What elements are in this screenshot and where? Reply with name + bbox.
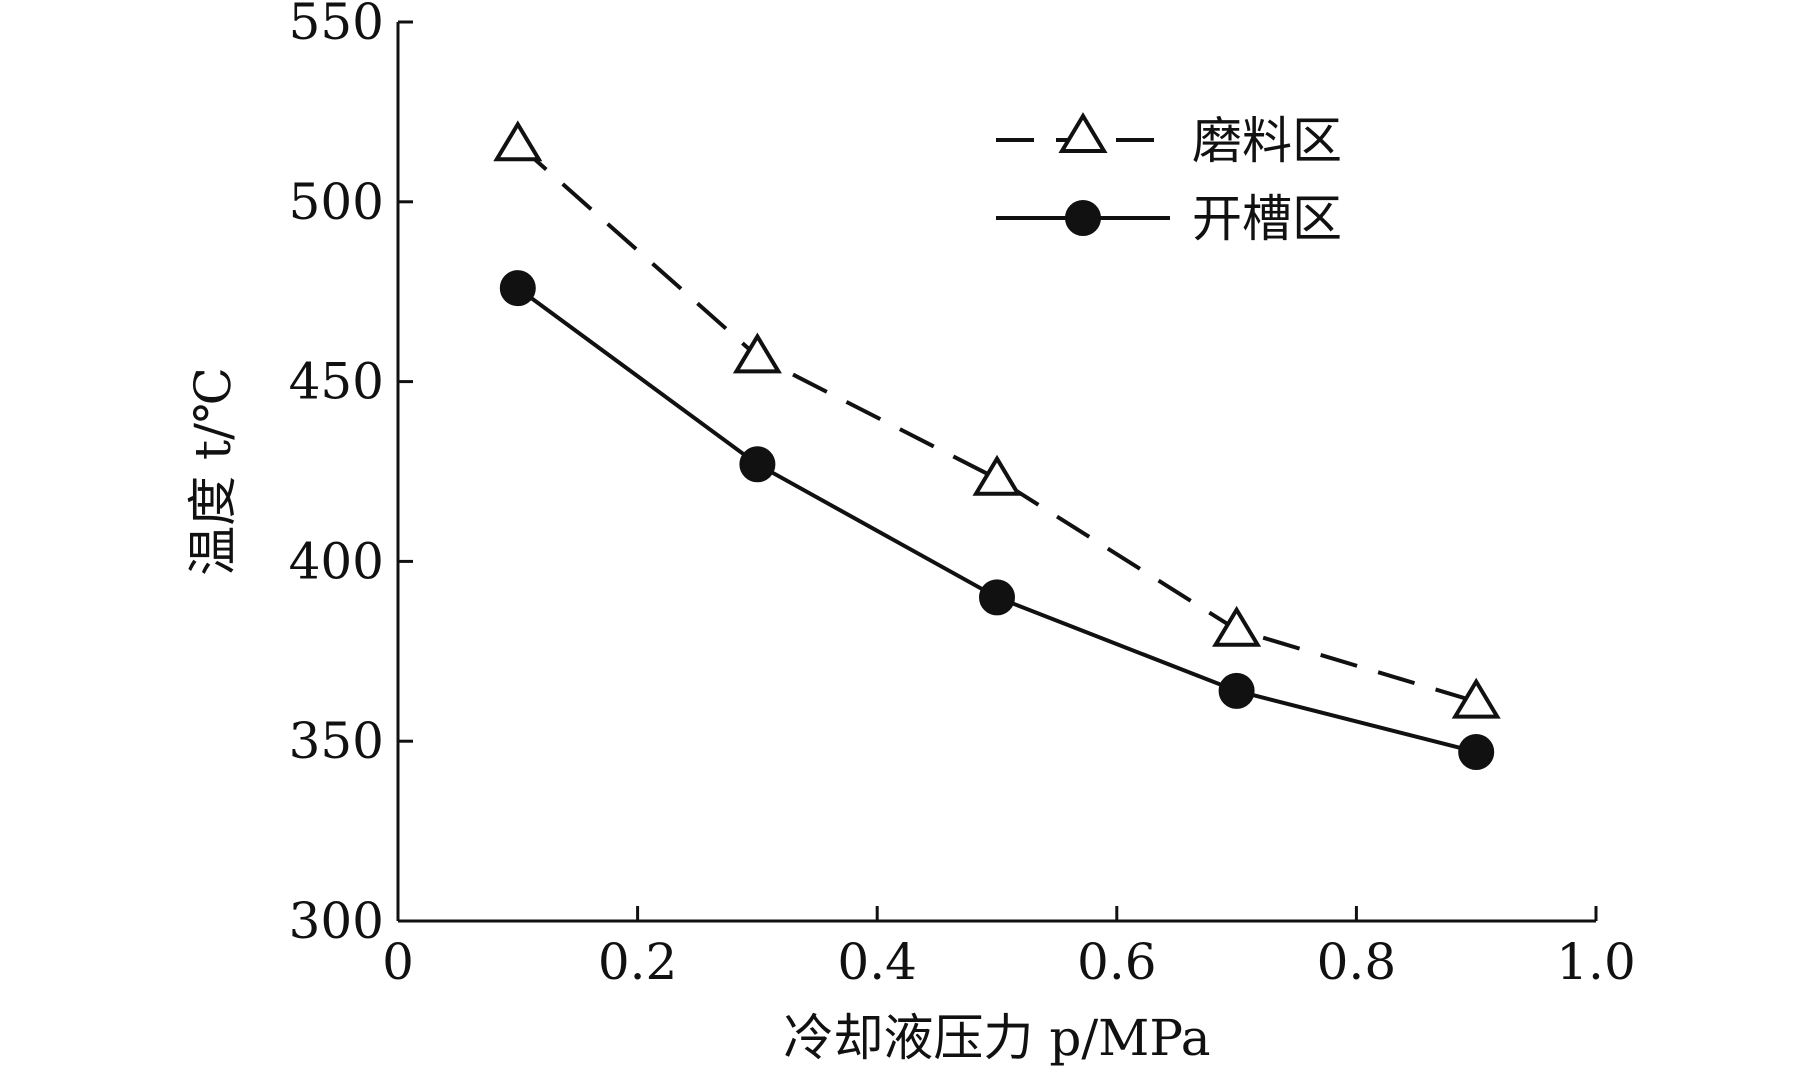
- y-tick-label: 300: [289, 892, 384, 950]
- series-line-2: [516, 286, 1477, 754]
- series-2-point: [499, 270, 536, 307]
- y-tick-label: 400: [289, 532, 384, 590]
- axes: 300 350 400 450 500 550 0 0.2 0.4 0.6 0.8 1.0: [289, 0, 1636, 991]
- series-2-point: [979, 579, 1015, 616]
- y-axis-title: 温度 t/℃: [184, 367, 242, 576]
- x-tick-label: 0.8: [1317, 933, 1397, 991]
- x-tick-label: 0.4: [837, 933, 917, 991]
- series-2-point: [1458, 733, 1495, 770]
- y-tick-label: 350: [289, 712, 384, 770]
- series-1-point: [1451, 677, 1501, 719]
- x-tick-label: 0: [382, 933, 414, 991]
- y-tick-label: 450: [289, 353, 384, 411]
- legend-marker-2: [1065, 200, 1101, 236]
- series-2-point: [1218, 672, 1255, 709]
- series-layer: [493, 120, 1501, 770]
- x-axis-title: 冷却液压力 p/MPa: [783, 1009, 1210, 1067]
- y-tick-label: 550: [289, 0, 384, 51]
- series-line-1: [516, 142, 1477, 704]
- legend-marker-1: [1058, 112, 1108, 153]
- x-tick-label: 1.0: [1556, 933, 1636, 991]
- series-2-point: [739, 446, 776, 483]
- series-1-point: [972, 454, 1022, 496]
- series-1-point: [1212, 605, 1262, 647]
- legend-label-2: 开槽区: [1192, 190, 1342, 248]
- x-tick-label: 0.2: [598, 933, 678, 991]
- x-tick-label: 0.6: [1077, 933, 1157, 991]
- series-1-point: [493, 120, 543, 162]
- legend-label-1: 磨料区: [1192, 112, 1342, 170]
- y-tick-label: 500: [289, 173, 384, 231]
- series-1-point: [732, 332, 782, 374]
